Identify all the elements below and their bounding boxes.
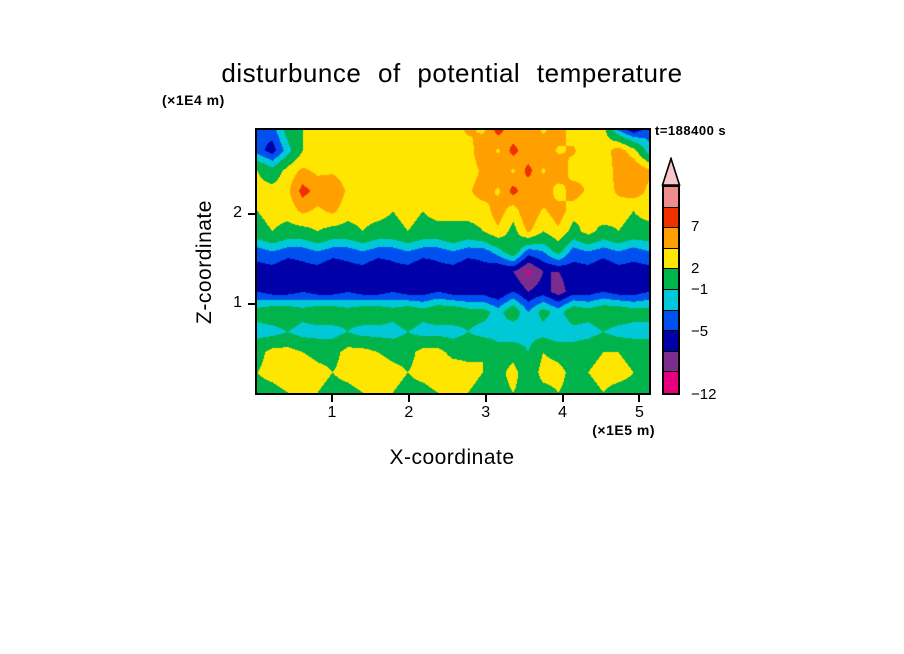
colorbar-tick-label: 7 (691, 218, 700, 235)
colorbar-segment (664, 310, 678, 332)
colorbar-segment (664, 207, 678, 229)
x-tick-label: 5 (635, 404, 644, 421)
x-tick-mark (638, 395, 641, 402)
colorbar-segment (664, 372, 678, 393)
y-axis-unit-label: (×1E4 m) (162, 92, 225, 108)
x-tick-label: 1 (327, 404, 337, 421)
colorbar-arrow-shape (661, 157, 681, 186)
colorbar-segment (664, 351, 678, 373)
x-tick-label: 2 (404, 404, 414, 421)
colorbar-segment (664, 248, 678, 270)
colorbar (662, 185, 680, 395)
colorbar-segment (664, 331, 678, 352)
x-tick-mark (407, 395, 410, 402)
colorbar-tick-label: 2 (691, 260, 700, 277)
chart-title: disturbunce of potential temperature (221, 58, 683, 88)
plot-area (255, 128, 651, 395)
x-tick-mark (484, 395, 487, 402)
colorbar-tick-label: −5 (691, 323, 709, 340)
colorbar-arrow (661, 157, 681, 186)
y-tick-label: 1 (233, 294, 242, 312)
colorbar-segment (664, 269, 678, 290)
contour-field-canvas (257, 130, 649, 393)
x-axis-title: X-coordinate (389, 446, 515, 469)
colorbar-tick-label: −12 (691, 386, 717, 403)
colorbar-segment (664, 289, 678, 311)
x-tick-mark (330, 395, 333, 402)
y-tick-mark (248, 212, 255, 215)
y-tick-mark (248, 303, 255, 306)
x-axis-unit-label: (×1E5 m) (592, 422, 655, 438)
x-tick-mark (561, 395, 564, 402)
y-tick-label: 2 (233, 203, 242, 221)
x-tick-label: 4 (558, 404, 568, 421)
z-axis-title: Z-coordinate (193, 200, 216, 324)
colorbar-segment (664, 187, 678, 208)
x-tick-label: 3 (481, 404, 491, 421)
colorbar-tick-label: −1 (691, 281, 709, 298)
time-annotation: t=188400 s (655, 123, 727, 138)
colorbar-segment (664, 228, 678, 249)
